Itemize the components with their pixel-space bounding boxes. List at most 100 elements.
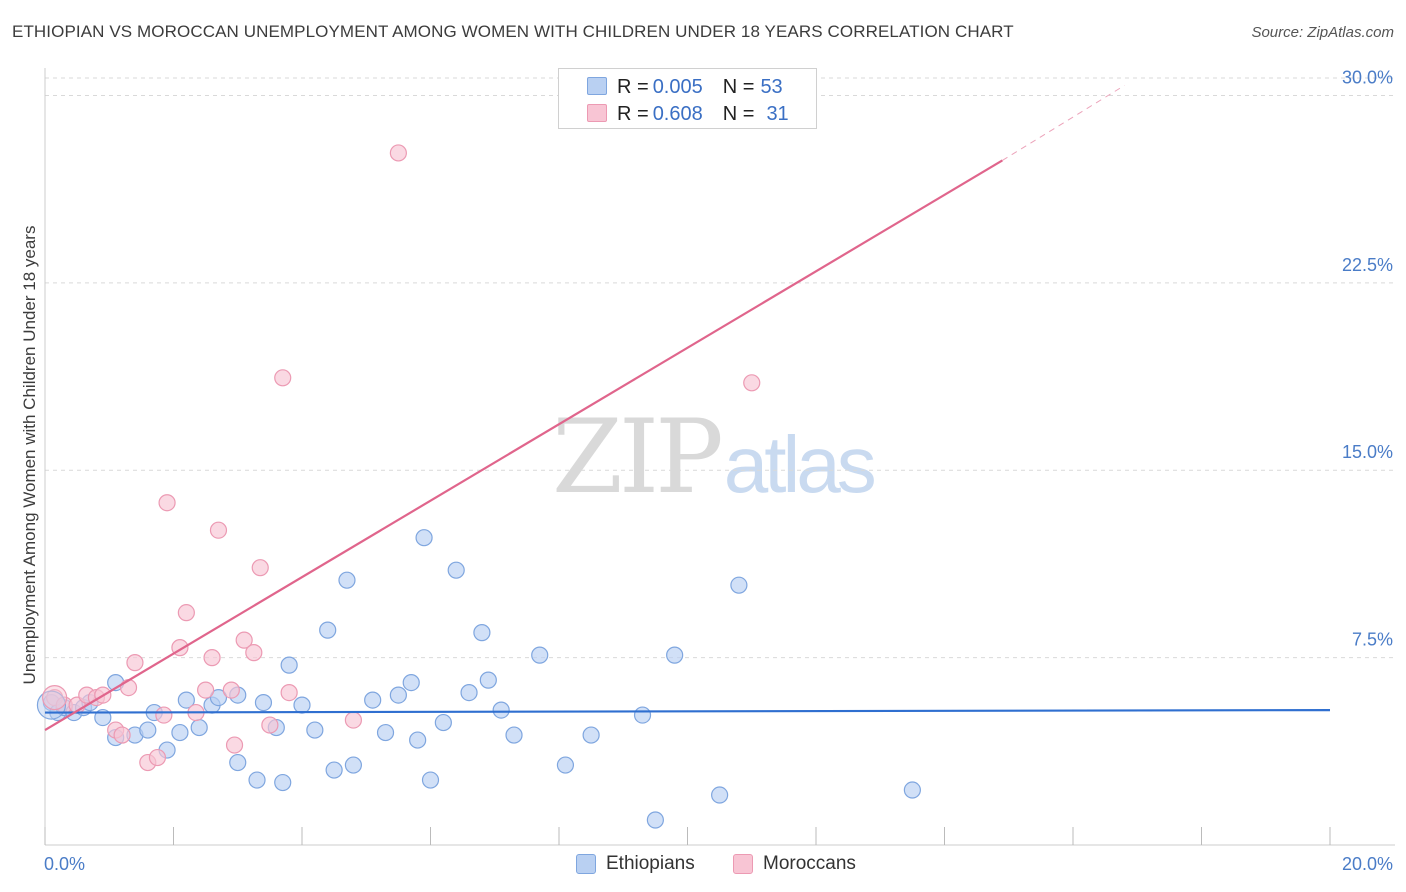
ethiopian-point — [177, 691, 195, 709]
ethiopian-point — [479, 671, 497, 689]
moroccan-point — [42, 684, 68, 711]
moroccan-trend-extension — [1002, 85, 1125, 161]
bottom-legend-swatch-ethiopians — [576, 854, 596, 874]
ethiopian-point — [409, 731, 427, 749]
moroccan-point — [280, 683, 298, 702]
legend-n-label: N = — [722, 75, 755, 98]
ethiopian-point — [94, 708, 112, 727]
ethiopian-point — [274, 773, 292, 792]
ethiopian-point — [209, 688, 228, 707]
moroccan-point — [222, 681, 240, 699]
y-tick-label: 30.0% — [1342, 67, 1393, 87]
ethiopian-point — [434, 713, 452, 732]
watermark-atlas: atlas — [723, 420, 877, 509]
moroccan-point — [261, 716, 279, 734]
ethiopian-point — [389, 686, 407, 704]
moroccan-point — [113, 726, 131, 744]
moroccan-point — [155, 706, 173, 724]
ethiopian-point — [492, 701, 510, 719]
ethiopian-point — [646, 811, 664, 829]
points-layer — [36, 144, 921, 829]
watermark-zip: ZIP — [552, 398, 724, 517]
ethiopian-trend-line — [44, 708, 1331, 714]
moroccan-point — [274, 369, 292, 387]
moroccan-point — [203, 649, 221, 667]
axis-layer — [44, 68, 1395, 846]
moroccan-point — [158, 494, 176, 512]
ethiopian-point — [344, 756, 362, 774]
ethiopian-point — [460, 683, 478, 702]
legend-r-label: R = — [617, 102, 649, 125]
legend-swatch-ethiopians — [587, 77, 607, 95]
legend-r-label: R = — [617, 75, 649, 98]
bottom-legend-label-ethiopians: Ethiopians — [606, 853, 695, 874]
ethiopian-point — [248, 771, 266, 789]
legend-row-ethiopians: R = 0.005 N = 53 — [617, 75, 783, 99]
x-tick-label: 0.0% — [44, 854, 85, 874]
ethiopian-point — [254, 693, 273, 712]
y-tick-label: 22.5% — [1342, 255, 1393, 275]
ethiopian-point — [139, 721, 157, 739]
ethiopian-point — [402, 674, 420, 692]
moroccan-point — [235, 631, 253, 649]
ethiopian-point — [633, 706, 652, 724]
legend-r-value: 0.608 — [652, 102, 703, 125]
moroccan-trend-line — [44, 159, 1003, 732]
ethiopian-point — [730, 576, 748, 594]
y-tick-label: 7.5% — [1352, 630, 1393, 650]
source-label: Source: ZipAtlas.com — [1251, 24, 1394, 41]
legend-n-value: 53 — [760, 75, 783, 98]
moroccan-point — [119, 679, 138, 697]
moroccan-point — [197, 681, 215, 699]
moroccan-point — [225, 736, 244, 754]
moroccan-point — [389, 144, 407, 162]
moroccan-point — [743, 374, 761, 392]
ethiopian-point — [338, 571, 356, 589]
y-tick-label: 15.0% — [1342, 442, 1393, 462]
ethiopian-point — [319, 621, 337, 639]
ethiopian-point — [171, 723, 189, 742]
grid-layer — [45, 77, 1395, 659]
moroccan-point — [177, 604, 195, 622]
moroccan-point — [148, 748, 167, 767]
bottom-legend-moroccans: Moroccans — [733, 852, 856, 876]
moroccan-point — [209, 521, 228, 539]
ethiopian-point — [293, 696, 311, 714]
moroccan-point — [344, 711, 362, 729]
legend-row-moroccans: R = 0.608 N = 31 — [617, 102, 789, 126]
bottom-legend-swatch-moroccans — [733, 854, 753, 874]
moroccan-point — [126, 654, 144, 672]
bottom-legend-ethiopians: Ethiopians — [576, 852, 695, 876]
x-tick-label: 20.0% — [1342, 854, 1393, 874]
ethiopian-point — [190, 718, 208, 737]
legend-swatch-moroccans — [587, 104, 607, 122]
moroccan-point — [245, 644, 263, 662]
ethiopian-point — [325, 761, 343, 779]
moroccan-point — [251, 559, 269, 577]
ethiopian-point — [582, 726, 600, 744]
ethiopian-point — [505, 726, 523, 744]
correlation-legend: R = 0.005 N = 53 R = 0.608 N = 31 — [558, 68, 817, 129]
ethiopian-point — [711, 786, 729, 804]
ethiopian-point — [364, 691, 382, 709]
ethiopian-point — [903, 781, 921, 799]
trend-layer — [44, 85, 1331, 732]
ethiopian-point — [473, 624, 491, 642]
watermark: ZIPatlas — [552, 398, 877, 517]
ethiopian-point — [415, 529, 433, 547]
bottom-legend-label-moroccans: Moroccans — [763, 853, 856, 874]
chart-title: ETHIOPIAN VS MOROCCAN UNEMPLOYMENT AMONG… — [12, 22, 1014, 41]
ethiopian-point — [556, 756, 575, 774]
ethiopian-point — [531, 646, 549, 664]
ethiopian-point — [666, 646, 684, 664]
tick-labels: 7.5% 15.0% 22.5% 30.0% 0.0% 20.0% — [44, 67, 1393, 874]
ethiopian-point — [229, 753, 247, 772]
ethiopian-point — [280, 656, 298, 674]
ethiopian-point — [376, 723, 395, 742]
legend-r-value: 0.005 — [652, 75, 703, 98]
legend-n-value: 31 — [766, 102, 789, 125]
ethiopian-point — [306, 721, 324, 739]
legend-n-label: N = — [722, 102, 755, 125]
ethiopian-point — [421, 771, 440, 789]
